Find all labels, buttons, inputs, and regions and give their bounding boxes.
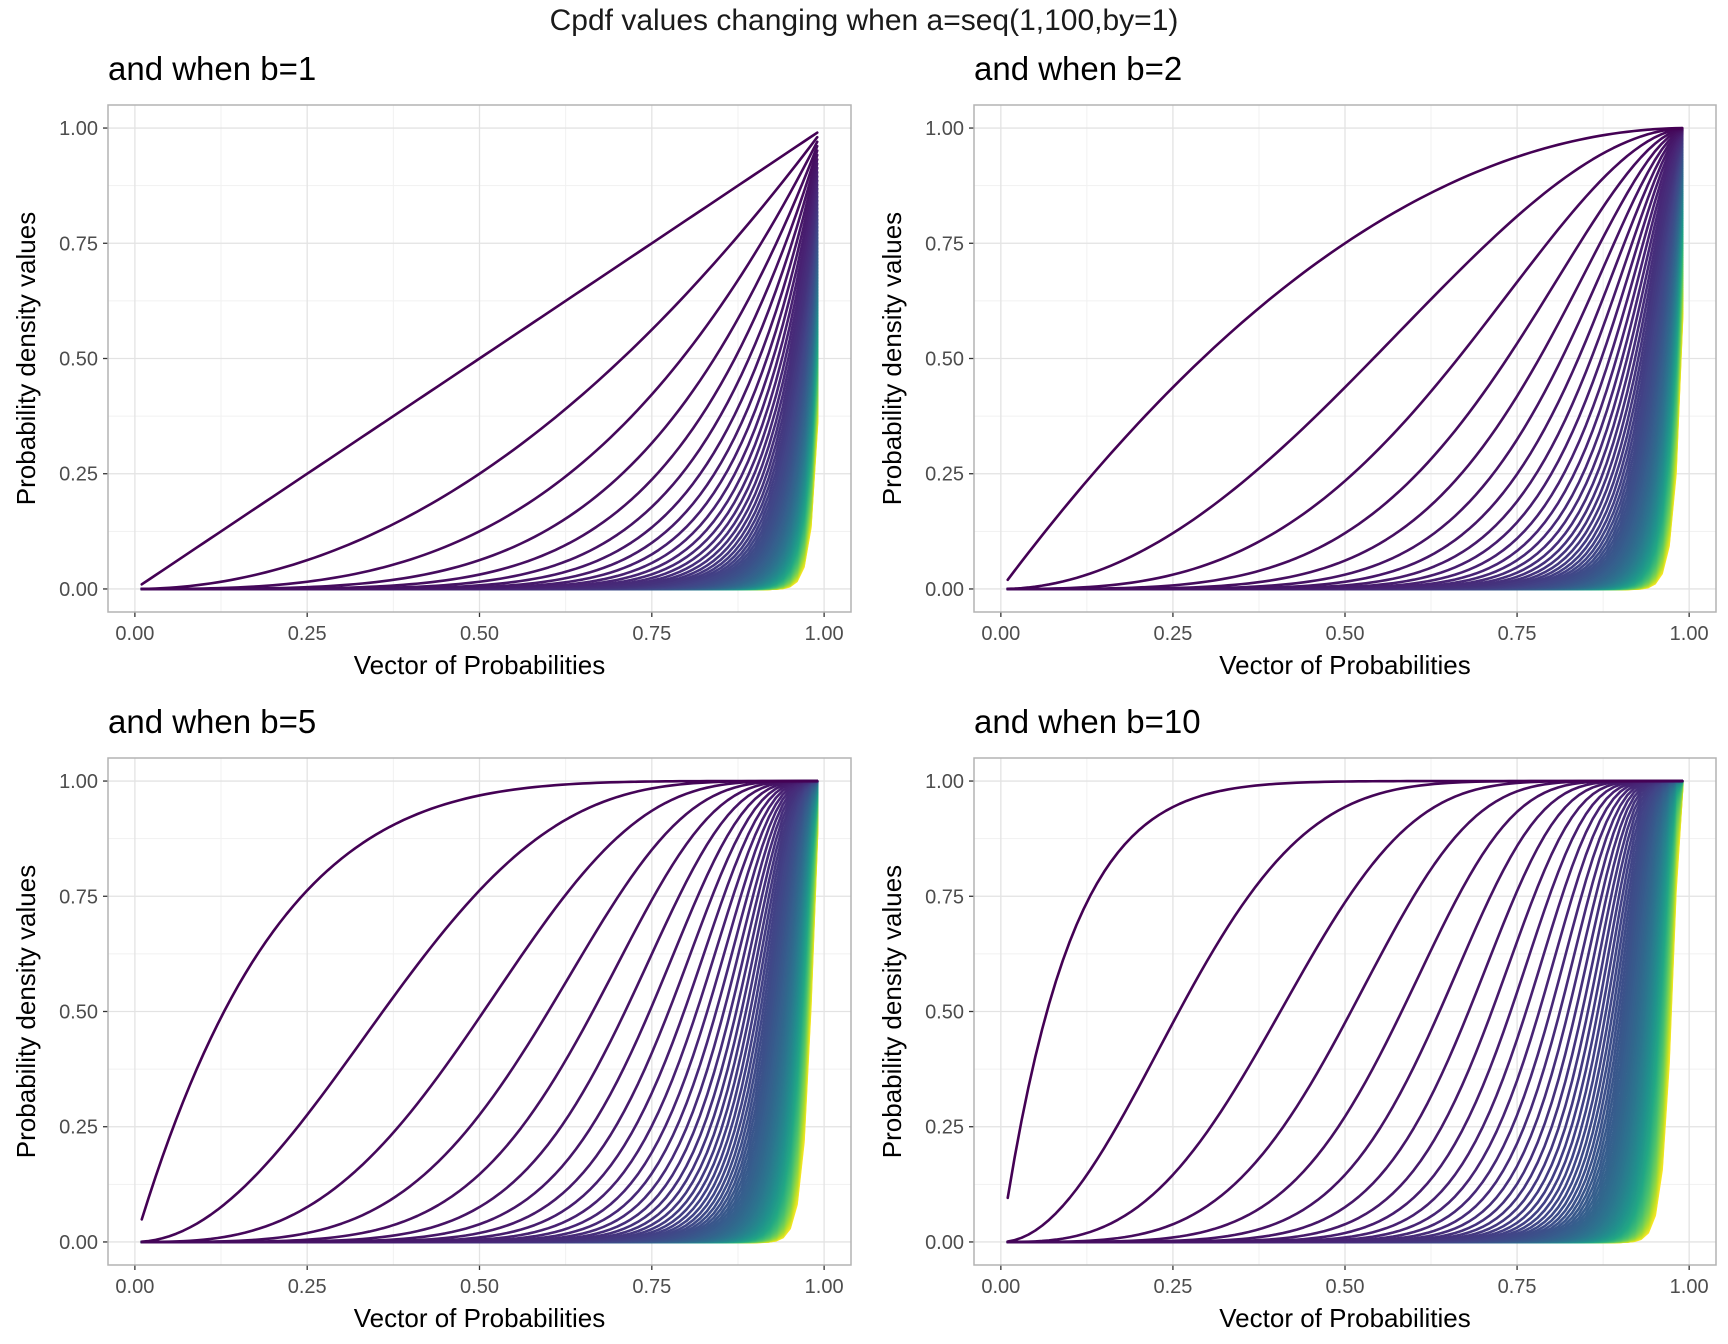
series-line-a2 xyxy=(1006,126,1684,591)
series-line-a2 xyxy=(140,135,819,591)
panel-title-b5: and when b=5 xyxy=(108,703,317,740)
series-line-a4 xyxy=(140,144,819,591)
y-tick-label: 0.50 xyxy=(925,1002,964,1024)
y-tick-label: 0.00 xyxy=(925,1232,964,1254)
series-line-a1 xyxy=(140,779,819,1221)
y-tick-label: 0.75 xyxy=(59,886,98,908)
y-tick-label: 0.75 xyxy=(925,886,964,908)
x-tick-label: 0.50 xyxy=(460,1276,499,1298)
y-tick-label: 0.75 xyxy=(925,233,964,255)
series-line-a2 xyxy=(140,779,819,1244)
series-line-a5 xyxy=(1006,779,1684,1244)
y-tick-label: 0.75 xyxy=(59,233,98,255)
x-axis-title: Vector of Probabilities xyxy=(354,1303,605,1333)
x-tick-label: 1.00 xyxy=(1670,1276,1709,1298)
x-tick-label: 0.75 xyxy=(1498,623,1537,645)
chart-panel-2: 0.00 0.25 0.50 0.75 1.00 0.00 0.25 0.50 0.75 1.00… xyxy=(877,104,1717,680)
x-tick-label: 0.25 xyxy=(288,1276,327,1298)
x-tick-label: 1.00 xyxy=(1670,623,1709,645)
series-line-a4 xyxy=(140,779,819,1244)
panel-title-b2: and when b=2 xyxy=(974,50,1183,87)
x-tick-label: 0.75 xyxy=(1498,1276,1537,1298)
y-tick-label: 0.25 xyxy=(59,1117,98,1139)
x-tick-label: 0.25 xyxy=(1153,1276,1192,1298)
y-axis-title: Probability density values xyxy=(11,865,41,1158)
y-axis-title: Probability density values xyxy=(11,212,41,505)
chart-panel-3: 0.00 0.25 0.50 0.75 1.00 0.00 0.25 0.50 0.75 1.00… xyxy=(11,757,852,1333)
series-line-a5 xyxy=(140,779,819,1244)
y-tick-label: 0.50 xyxy=(925,349,964,371)
panel-border xyxy=(107,757,852,1266)
y-tick-label: 0.25 xyxy=(59,464,98,486)
x-axis-title: Vector of Probabilities xyxy=(1219,1303,1470,1333)
series-line-a1 xyxy=(140,131,819,586)
series-lines xyxy=(1006,779,1684,1244)
y-tick-label: 0.25 xyxy=(925,1117,964,1139)
series-line-a3 xyxy=(140,140,819,591)
x-axis-title: Vector of Probabilities xyxy=(354,650,605,680)
x-axis-title: Vector of Probabilities xyxy=(1219,650,1470,680)
series-line-a3 xyxy=(1006,127,1684,591)
y-tick-label: 0.00 xyxy=(925,579,964,601)
chart-panel-1: 0.00 0.25 0.50 0.75 1.00 0.00 0.25 0.50 0.75 1.00… xyxy=(11,104,852,680)
x-tick-label: 0.00 xyxy=(115,1276,154,1298)
x-tick-label: 0.50 xyxy=(1326,623,1365,645)
x-tick-label: 0.25 xyxy=(288,623,327,645)
x-tick-label: 0.50 xyxy=(460,623,499,645)
y-tick-label: 0.25 xyxy=(925,464,964,486)
x-tick-label: 0.00 xyxy=(115,623,154,645)
x-tick-label: 0.75 xyxy=(632,1276,671,1298)
series-lines xyxy=(140,131,819,591)
x-tick-label: 0.50 xyxy=(1326,1276,1365,1298)
y-tick-label: 0.00 xyxy=(59,1232,98,1254)
panel-title-b10: and when b=10 xyxy=(974,703,1201,740)
series-line-a3 xyxy=(140,779,819,1244)
series-line-a1 xyxy=(1006,126,1684,582)
y-axis-title: Probability density values xyxy=(877,865,907,1158)
series-lines xyxy=(1006,126,1684,591)
x-tick-label: 1.00 xyxy=(805,623,844,645)
series-lines xyxy=(140,779,819,1244)
x-tick-label: 0.00 xyxy=(981,1276,1020,1298)
x-tick-label: 1.00 xyxy=(805,1276,844,1298)
y-tick-label: 1.00 xyxy=(925,118,964,140)
x-tick-label: 0.25 xyxy=(1153,623,1192,645)
chart-panel-4: 0.00 0.25 0.50 0.75 1.00 0.00 0.25 0.50 0.75 1.00… xyxy=(877,757,1717,1333)
x-tick-label: 0.75 xyxy=(632,623,671,645)
y-tick-label: 1.00 xyxy=(925,771,964,793)
y-tick-label: 0.50 xyxy=(59,1002,98,1024)
panel-border xyxy=(973,104,1717,613)
x-tick-label: 0.00 xyxy=(981,623,1020,645)
y-tick-label: 0.00 xyxy=(59,579,98,601)
y-tick-label: 1.00 xyxy=(59,771,98,793)
panel-border xyxy=(973,757,1717,1266)
panel-border xyxy=(107,104,852,613)
panel-title-b1: and when b=1 xyxy=(108,50,317,87)
series-line-a1 xyxy=(1006,779,1684,1200)
figure-title: Cpdf values changing when a=seq(1,100,by… xyxy=(549,4,1179,37)
series-line-a4 xyxy=(1006,127,1684,591)
y-axis-title: Probability density values xyxy=(877,212,907,505)
y-tick-label: 0.50 xyxy=(59,349,98,371)
y-tick-label: 1.00 xyxy=(59,118,98,140)
